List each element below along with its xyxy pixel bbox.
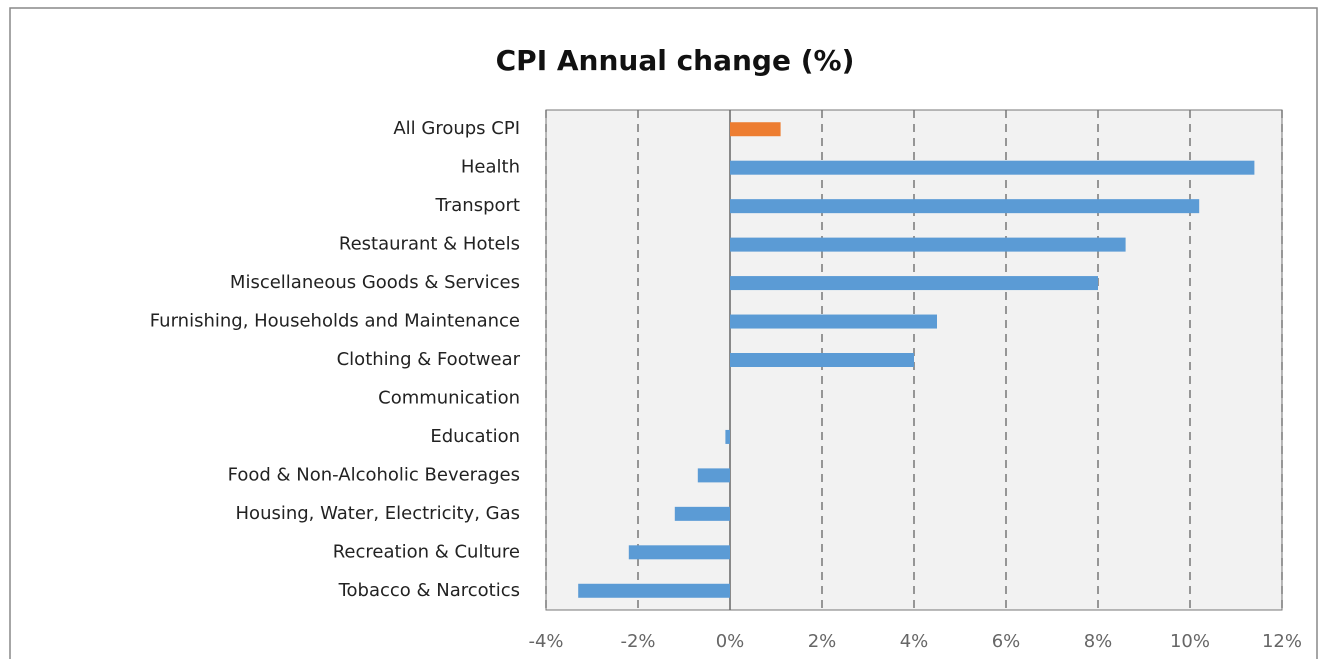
bar (730, 122, 781, 137)
y-tick-label: Furnishing, Households and Maintenance (150, 311, 520, 332)
bar (730, 199, 1200, 214)
bar (578, 583, 730, 598)
bar (674, 506, 730, 521)
y-tick-label: Food & Non-Alcoholic Beverages (228, 464, 520, 485)
bar (628, 545, 730, 560)
bar (730, 160, 1255, 175)
bar (730, 237, 1126, 252)
x-tick-label: 8% (1084, 631, 1113, 652)
x-tick-label: -4% (528, 631, 563, 652)
x-tick-label: 2% (808, 631, 837, 652)
bar (725, 429, 730, 444)
y-tick-label: Education (430, 426, 520, 447)
y-tick-label: Transport (435, 195, 520, 216)
y-tick-label: Housing, Water, Electricity, Gas (236, 503, 520, 524)
chart-title: CPI Annual change (%) (496, 44, 855, 77)
y-tick-label: Clothing & Footwear (337, 349, 521, 370)
x-tick-label: 0% (716, 631, 745, 652)
y-tick-label: Miscellaneous Goods & Services (230, 272, 520, 293)
bar (730, 353, 914, 367)
x-tick-label: 10% (1170, 631, 1210, 652)
bar (730, 276, 1098, 291)
x-tick-label: 4% (900, 631, 929, 652)
y-tick-label: Restaurant & Hotels (339, 234, 520, 255)
y-tick-label: Tobacco & Narcotics (338, 580, 520, 601)
y-tick-label: Health (461, 157, 520, 178)
y-tick-label: Communication (378, 387, 520, 408)
y-tick-label: Recreation & Culture (333, 541, 520, 562)
x-tick-label: 12% (1262, 631, 1302, 652)
bar (697, 468, 730, 483)
x-tick-label: 6% (992, 631, 1021, 652)
bar (730, 314, 937, 329)
y-tick-label: All Groups CPI (393, 118, 520, 139)
x-tick-label: -2% (620, 631, 655, 652)
